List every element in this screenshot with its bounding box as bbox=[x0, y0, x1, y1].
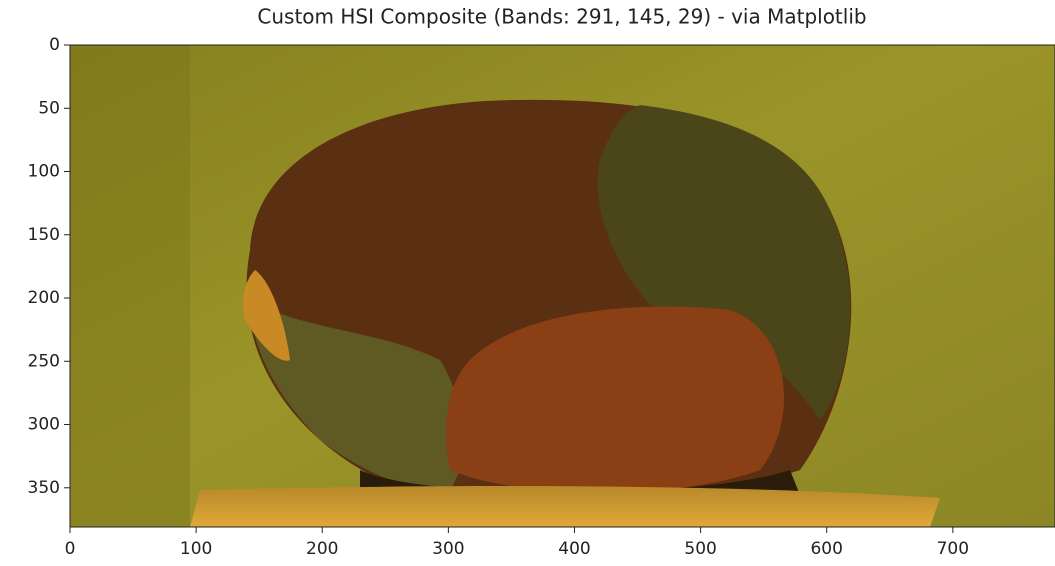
x-tick-label: 400 bbox=[558, 539, 590, 559]
x-tick-label: 0 bbox=[65, 539, 76, 559]
page: Custom HSI Composite (Bands: 291, 145, 2… bbox=[0, 0, 1055, 566]
x-tick-label: 600 bbox=[810, 539, 842, 559]
x-tick-label: 200 bbox=[306, 539, 338, 559]
x-tick-label: 300 bbox=[432, 539, 464, 559]
x-tick-label: 100 bbox=[180, 539, 212, 559]
y-tick-label: 350 bbox=[28, 478, 60, 498]
y-tick-label: 250 bbox=[28, 351, 60, 371]
chart: Custom HSI Composite (Bands: 291, 145, 2… bbox=[0, 0, 1055, 566]
y-tick-label: 0 bbox=[49, 35, 60, 55]
y-tick-label: 150 bbox=[28, 225, 60, 245]
x-tick-label: 500 bbox=[684, 539, 716, 559]
chart-title: Custom HSI Composite (Bands: 291, 145, 2… bbox=[257, 5, 866, 29]
y-tick-label: 200 bbox=[28, 288, 60, 308]
y-tick-label: 100 bbox=[28, 162, 60, 182]
image bbox=[70, 45, 1055, 527]
y-tick-label: 50 bbox=[38, 98, 60, 118]
y-tick-label: 300 bbox=[28, 415, 60, 435]
x-tick-label: 700 bbox=[937, 539, 969, 559]
